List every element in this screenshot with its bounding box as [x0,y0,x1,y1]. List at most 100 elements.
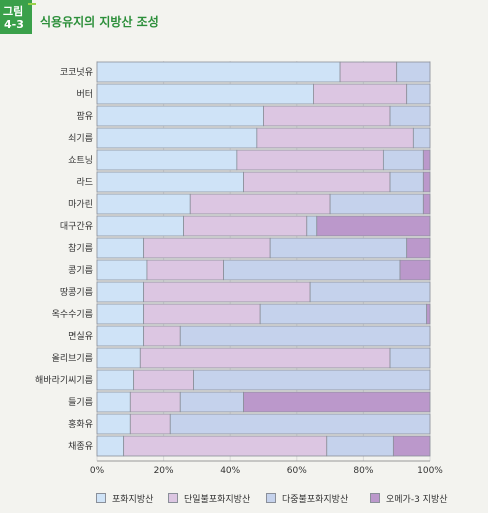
chart-title: 식용유지의 지방산 조성 [40,15,159,29]
category-label: 면실유 [68,331,93,342]
figure-badge-number: 4-3 [4,18,24,31]
bar-segment-2-row-17 [129,413,171,435]
bar-segment-3-row-17 [169,413,431,435]
bar-segment-1-row-10 [96,259,148,281]
bar-segment-2-row-11 [143,281,311,303]
category-label: 버터 [76,89,93,100]
bar-segment-4-row-7 [422,193,431,215]
bar-segment-2-row-10 [146,259,224,281]
bar-segment-4-row-18 [392,435,431,457]
bar-segment-3-row-16 [179,391,244,413]
figure-badge-label: 그림 [3,5,24,18]
bar-segment-1-row-18 [96,435,125,457]
bar-segment-4-row-8 [316,215,431,237]
bar-segment-1-row-8 [96,215,184,237]
x-tick-label: 0% [90,466,105,476]
x-tick-label: 100% [417,466,443,476]
legend-label: 오메가-3 지방산 [386,495,448,505]
bar-segment-3-row-11 [309,281,431,303]
category-label: 해바라기씨기름 [35,375,93,386]
bar-segment-3-row-6 [389,171,424,193]
bar-segment-1-row-5 [96,149,238,171]
bar-segment-3-row-13 [179,325,431,347]
legend-swatch [96,493,106,503]
bar-segment-3-row-8 [306,215,318,237]
x-tick-label: 80% [353,466,373,476]
bar-segment-2-row-1 [339,61,398,83]
bar-segment-1-row-6 [96,171,244,193]
stacked-bar-chart: 코코넛유버터팜유쇠기름쇼트닝라드마가린대구간유참기름콩기름땅콩기름옥수수기름면실… [35,61,443,476]
bar-segment-1-row-4 [96,127,258,149]
category-label: 올리브기름 [52,353,93,364]
chart-legend: 포화지방산 단일불포화지방산 다중불포화지방산 오메가-3 지방산 [96,491,476,507]
bar-segment-4-row-16 [243,391,431,413]
bar-segment-2-row-5 [236,149,384,171]
bar-segment-3-row-2 [406,83,431,105]
bar-segment-2-row-3 [263,105,391,127]
figure-badge: 그림 4-3 [0,0,32,34]
legend-label: 단일불포화지방산 [184,495,251,505]
category-label: 코코넛유 [60,67,93,78]
bar-segment-4-row-5 [422,149,431,171]
category-label: 마가린 [68,199,93,210]
bar-segment-2-row-6 [243,171,391,193]
bar-segment-3-row-12 [259,303,428,325]
bar-segment-3-row-18 [326,435,394,457]
legend-label: 다중불포화지방산 [282,495,349,505]
bar-segment-3-row-15 [193,369,431,391]
badge-accent [28,3,36,5]
category-label: 쇠기름 [68,133,93,144]
bar-segment-4-row-6 [422,171,431,193]
x-tick-label: 40% [220,466,240,476]
bar-segment-3-row-14 [389,347,431,369]
legend-swatch [168,493,178,503]
bar-segment-3-row-1 [396,61,431,83]
bar-segment-1-row-1 [96,61,341,83]
bar-segment-2-row-15 [133,369,194,391]
bar-segment-1-row-13 [96,325,145,347]
bar-segment-2-row-7 [189,193,331,215]
bar-segment-2-row-9 [143,237,271,259]
bar-segment-2-row-18 [123,435,328,457]
bar-segment-2-row-14 [139,347,391,369]
bar-segment-2-row-4 [256,127,414,149]
category-label: 땅콩기름 [60,287,93,298]
x-tick-label: 20% [154,466,174,476]
category-label: 라드 [76,177,93,188]
bar-segment-1-row-12 [96,303,145,325]
bar-segment-1-row-16 [96,391,131,413]
bar-segment-4-row-10 [399,259,431,281]
category-label: 참기름 [68,243,93,254]
bar-segment-2-row-2 [313,83,408,105]
bar-segment-1-row-11 [96,281,145,303]
category-label: 쇼트닝 [68,155,93,166]
category-label: 홍화유 [68,418,93,430]
category-label: 팜유 [76,111,93,122]
bar-segment-1-row-17 [96,413,131,435]
legend-label: 포화지방산 [112,495,154,505]
bar-segment-3-row-9 [269,237,408,259]
bar-segment-1-row-3 [96,105,264,127]
bar-segment-3-row-10 [223,259,401,281]
category-label: 들기름 [68,397,93,408]
bar-segment-2-row-8 [183,215,308,237]
legend-swatch [266,493,276,503]
x-tick-label: 60% [287,466,307,476]
bar-segment-3-row-3 [389,105,431,127]
bar-segment-2-row-12 [143,303,261,325]
bar-segment-3-row-7 [329,193,424,215]
bar-segment-1-row-9 [96,237,145,259]
bar-segment-2-row-13 [143,325,181,347]
bar-segment-4-row-12 [426,303,431,325]
bar-segment-1-row-14 [96,347,141,369]
category-label: 옥수수기름 [52,309,93,320]
bar-segment-4-row-9 [406,237,431,259]
bar-segment-2-row-16 [129,391,181,413]
bar-segment-1-row-15 [96,369,135,391]
bar-segment-3-row-4 [412,127,431,149]
category-label: 콩기름 [68,265,93,276]
legend-swatch [370,493,380,503]
bar-segment-1-row-2 [96,83,314,105]
bar-segment-1-row-7 [96,193,191,215]
bar-segment-3-row-5 [382,149,424,171]
